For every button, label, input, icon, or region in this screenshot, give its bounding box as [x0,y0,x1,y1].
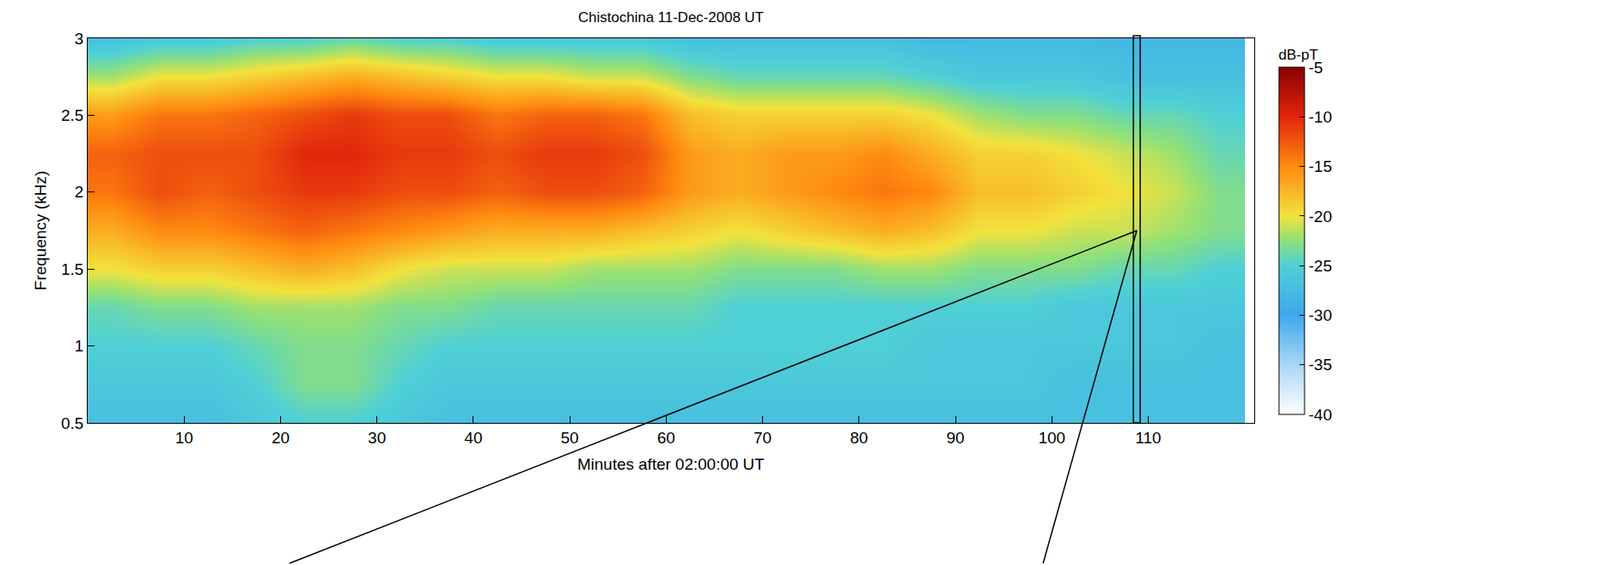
svg-text:-5: -5 [1308,58,1324,77]
svg-text:-15: -15 [1308,157,1332,176]
svg-text:-30: -30 [1308,306,1332,325]
svg-text:40: 40 [464,429,482,448]
svg-text:60: 60 [657,429,676,448]
svg-text:Frequency (kHz): Frequency (kHz) [31,171,50,291]
svg-text:20: 20 [271,429,290,448]
svg-text:3: 3 [74,29,85,48]
svg-text:10: 10 [175,429,194,448]
svg-text:30: 30 [367,429,386,448]
svg-text:1: 1 [74,337,85,356]
svg-text:2: 2 [74,183,85,201]
svg-text:-25: -25 [1308,257,1332,276]
svg-text:100: 100 [1037,429,1066,448]
svg-text:50: 50 [561,429,580,448]
svg-text:-40: -40 [1308,406,1332,425]
svg-text:-20: -20 [1308,207,1332,226]
svg-text:-35: -35 [1308,355,1332,374]
svg-text:1.5: 1.5 [61,260,84,279]
svg-text:110: 110 [1135,429,1161,448]
svg-text:-10: -10 [1308,108,1332,127]
svg-text:90: 90 [946,429,964,448]
svg-text:dB-pT: dB-pT [1278,46,1319,64]
svg-text:Chistochina 11-Dec-2008 UT: Chistochina 11-Dec-2008 UT [578,9,764,26]
svg-text:70: 70 [753,429,772,448]
svg-text:Minutes after 02:00:00 UT: Minutes after 02:00:00 UT [577,455,765,474]
svg-text:80: 80 [849,429,868,448]
svg-text:0.5: 0.5 [61,414,84,433]
svg-text:2.5: 2.5 [61,106,84,125]
